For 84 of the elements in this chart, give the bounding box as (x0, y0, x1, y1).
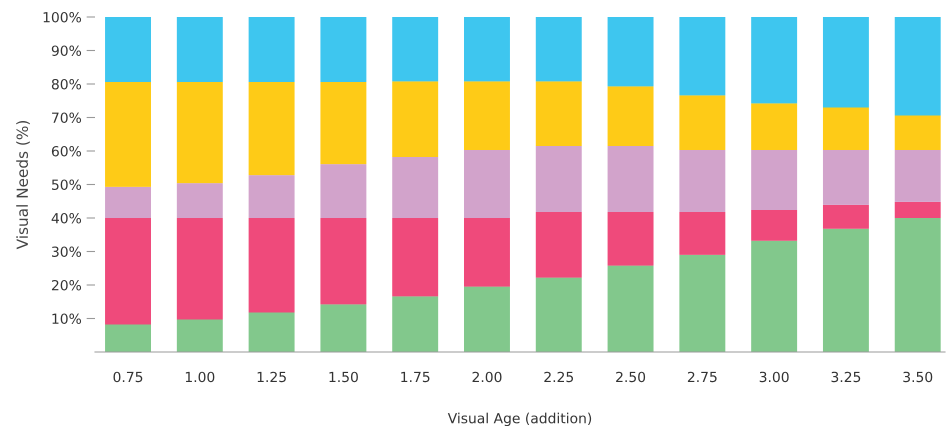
bar (320, 304, 366, 352)
bar (176, 218, 223, 320)
bar (392, 81, 438, 158)
bar (320, 17, 366, 82)
bar (894, 17, 941, 116)
bar (608, 266, 654, 352)
bar (176, 320, 223, 352)
y-tick-label: 100% (44, 12, 82, 22)
y-tick-label: 60% (52, 146, 82, 156)
bar (320, 218, 366, 304)
bar (105, 82, 151, 187)
bar (536, 212, 582, 278)
bar (751, 240, 798, 352)
x-tick-label: 1.00 (186, 372, 214, 382)
bar (464, 150, 510, 218)
bar (248, 82, 295, 176)
bar (822, 150, 869, 205)
bar (894, 150, 941, 202)
y-tick-label: 50% (52, 179, 82, 190)
x-tick-label: 2.50 (616, 372, 646, 382)
bar (679, 212, 726, 255)
bar (751, 150, 798, 210)
bar (679, 254, 726, 352)
bar (248, 218, 295, 312)
bar (464, 218, 510, 287)
bar (608, 86, 654, 146)
bar (894, 115, 941, 150)
y-axis-title: Visual Needs (%) (16, 120, 30, 250)
bar (464, 81, 510, 150)
bar (392, 17, 438, 82)
bar (392, 218, 438, 296)
bar (608, 146, 654, 212)
y-tick-label: 90% (52, 45, 82, 56)
bar (248, 175, 295, 218)
bar (822, 204, 869, 229)
bar (464, 286, 510, 352)
bar (536, 146, 582, 212)
bar (822, 107, 869, 150)
bar (105, 186, 151, 218)
bar (176, 183, 223, 218)
bar (608, 212, 654, 266)
bar (536, 81, 582, 146)
x-tick-label: 3.50 (903, 372, 932, 382)
bar (105, 218, 151, 325)
x-tick-label: 0.75 (113, 372, 142, 382)
bar (822, 228, 869, 352)
bar (248, 17, 295, 82)
x-tick-label: 2.75 (688, 372, 717, 382)
bar (822, 17, 869, 108)
bar (464, 17, 510, 82)
x-tick-label: 2.00 (472, 372, 502, 382)
bar (679, 150, 726, 212)
bar (679, 17, 726, 96)
y-tick-label: 70% (52, 112, 82, 123)
x-tick-label: 1.75 (401, 372, 430, 382)
bar (105, 17, 151, 82)
bar (320, 164, 366, 218)
bar (751, 210, 798, 241)
bar (320, 82, 366, 164)
x-tick-label: 3.00 (760, 372, 789, 382)
bar (751, 17, 798, 104)
bar (608, 17, 654, 86)
y-tick-label: 40% (52, 212, 82, 224)
x-tick-label: 3.25 (832, 372, 860, 382)
x-tick-label: 1.50 (329, 372, 358, 382)
x-tick-label: 1.25 (258, 372, 286, 382)
bar (392, 157, 438, 218)
x-tick-label: 2.25 (544, 372, 574, 382)
bar (248, 312, 295, 352)
bar (176, 82, 223, 184)
bar (536, 17, 582, 82)
y-tick-label: 30% (52, 246, 82, 257)
bar (105, 324, 151, 352)
bar (176, 17, 223, 82)
bar (536, 278, 582, 352)
x-axis-title: Visual Age (addition) (448, 412, 592, 426)
y-tick-label: 20% (52, 280, 82, 290)
y-tick-label: 10% (52, 313, 82, 324)
bar (894, 202, 941, 218)
bar (392, 296, 438, 352)
bar (894, 218, 941, 352)
y-tick-label: 80% (52, 78, 82, 90)
bar (751, 103, 798, 150)
bar (679, 95, 726, 150)
